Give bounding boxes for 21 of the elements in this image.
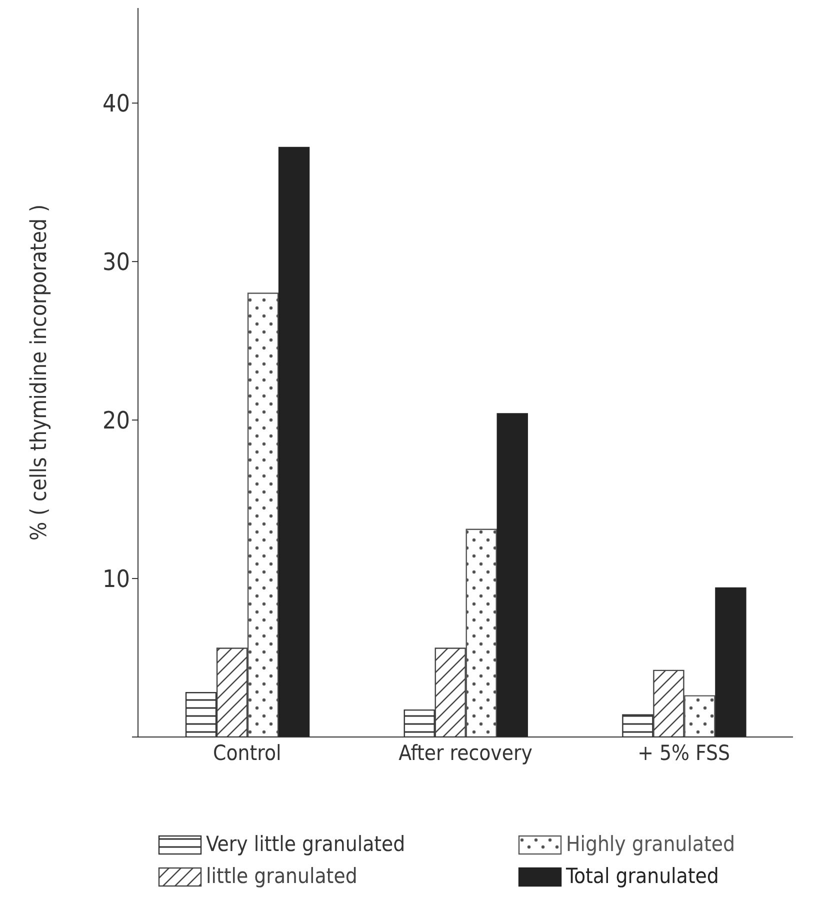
y-tick-label: 20: [102, 406, 130, 435]
bar: [216, 648, 248, 737]
bar: [278, 146, 310, 737]
text: little granulated: [206, 864, 358, 888]
bar: [715, 587, 746, 737]
bar: [496, 413, 528, 737]
x-tick-label: After recovery: [398, 740, 532, 765]
y-tick-label: 10: [102, 565, 130, 594]
bar: [247, 292, 279, 737]
bar: [653, 670, 684, 737]
bar: [684, 695, 716, 737]
x-tick-label: + 5% FSS: [638, 740, 730, 765]
y-axis-title: % ( cells thymidine incorporated ): [26, 204, 52, 541]
bar: [466, 528, 497, 737]
text: Highly granulated: [566, 832, 736, 856]
x-tick-label: Control: [213, 740, 282, 765]
bar: [434, 648, 466, 737]
y-tick-label: 30: [102, 248, 130, 276]
legend-label: Total granulated: [566, 864, 719, 888]
text: Very little granulated: [206, 832, 406, 856]
y-tick-label: 40: [102, 90, 130, 118]
